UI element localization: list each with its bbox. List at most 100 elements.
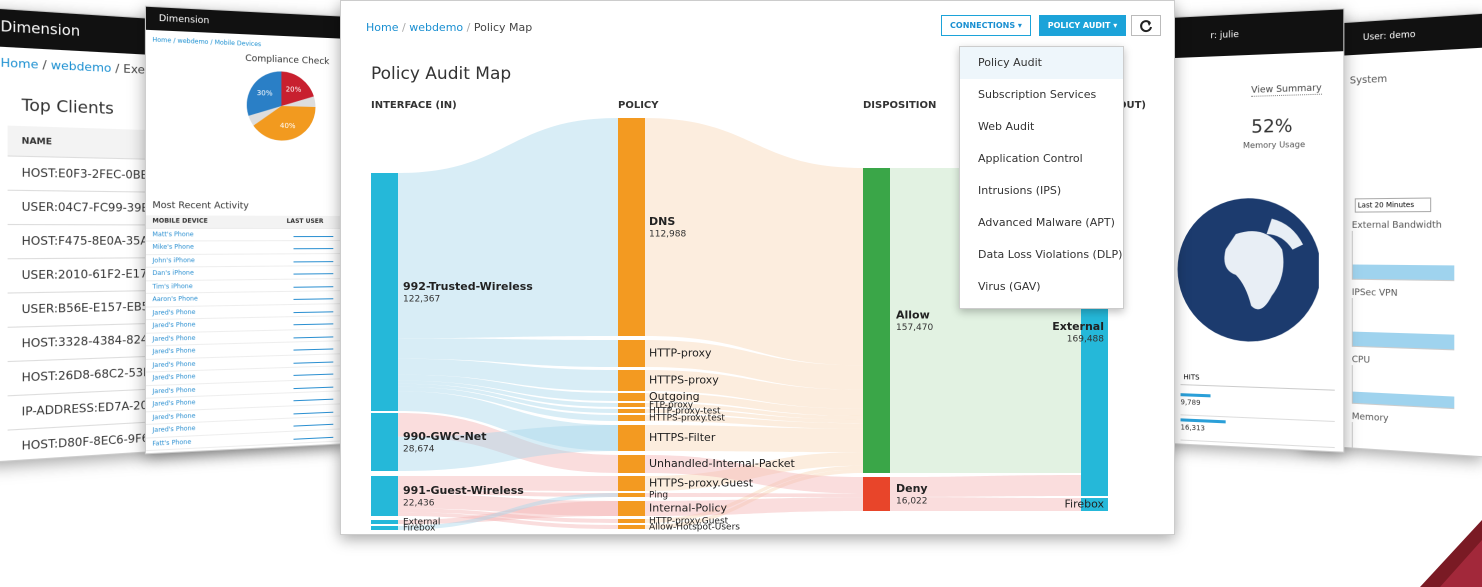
last-user-bar	[293, 270, 334, 275]
menu-item[interactable]: Intrusions (IPS)	[978, 184, 1062, 197]
column-header: DISPOSITION	[863, 100, 936, 111]
col: LAST USER	[286, 217, 324, 225]
menu-item[interactable]: Subscription Services	[978, 88, 1097, 101]
flow	[398, 338, 618, 367]
dispositions-value: 16,022	[896, 497, 928, 507]
crumb-link[interactable]: webdemo	[50, 58, 112, 76]
last-user-bar	[293, 282, 334, 288]
outputs-node	[1081, 498, 1108, 511]
flow	[398, 490, 618, 497]
column-header: MOBILE DEVICE LAST USER	[145, 215, 350, 229]
policies-label: DNS	[649, 215, 675, 228]
policies-node	[618, 425, 645, 451]
pie-label: 30%	[257, 88, 273, 98]
policies-node	[618, 403, 645, 407]
flow	[644, 452, 863, 491]
policies-label: HTTP-proxy-test	[649, 407, 721, 417]
last-user-bar	[293, 345, 334, 351]
user: r: julie	[1150, 9, 1344, 59]
device: Jared's Phone	[152, 398, 196, 408]
policy-audit-button[interactable]: POLICY AUDIT ▾	[1039, 15, 1126, 36]
section-chart	[1351, 422, 1455, 458]
menu-item[interactable]: Virus (GAV)	[978, 280, 1041, 293]
column-header: POLICY	[618, 100, 659, 111]
policies-node	[618, 501, 645, 516]
interfaces-label: Firebox	[403, 524, 436, 534]
last-user-bar	[293, 320, 334, 326]
policies-label: HTTPS-proxy.test	[649, 414, 725, 424]
device: Jared's Phone	[152, 321, 196, 330]
flow	[398, 494, 618, 516]
section-chart	[1351, 230, 1455, 282]
outputs-value: 169,488	[1067, 335, 1104, 345]
device: Jerry's Android	[152, 451, 198, 455]
pie-chart: 30% 20% 40%	[246, 70, 316, 142]
policies-label: HTTP-proxy.Guest	[649, 517, 729, 527]
hit-value: 9,789	[1180, 398, 1201, 408]
dispositions-label: Deny	[896, 482, 928, 495]
device: Jared's Phone	[152, 385, 196, 395]
menu-item[interactable]: Data Loss Violations (DLP)	[978, 248, 1123, 261]
link[interactable]: View Summary	[1251, 83, 1322, 97]
outputs-label: External	[1052, 320, 1104, 333]
flow	[644, 497, 863, 516]
policies-label: FTP-proxy	[649, 401, 694, 411]
policies-label: Allow-Hotspot-Users	[649, 523, 740, 533]
sep: /	[42, 57, 47, 73]
range-select[interactable]: Last 20 Minutes	[1354, 197, 1432, 213]
flow	[398, 508, 618, 523]
device: Jared's Phone	[152, 308, 196, 317]
pie-label: 20%	[286, 84, 302, 94]
policies-node	[618, 409, 645, 413]
connections-button[interactable]: CONNECTIONS ▾	[941, 15, 1031, 36]
refresh-button[interactable]	[1131, 15, 1161, 36]
interfaces-node	[371, 526, 398, 530]
flow	[398, 118, 618, 339]
dispositions-node	[863, 477, 890, 511]
policies-label: Outgoing	[649, 390, 700, 403]
flow	[889, 475, 1081, 497]
device-row: Matt's Phone	[145, 228, 350, 242]
sep: /	[401, 21, 406, 34]
flow	[398, 425, 618, 471]
crumb-link[interactable]: Home	[0, 55, 39, 72]
crumb-link[interactable]: Home	[366, 21, 399, 34]
hits-list: 9,789 16,313 1,480	[1180, 390, 1335, 453]
pie-label: 40%	[280, 121, 296, 130]
flow	[398, 413, 618, 473]
menu-item[interactable]: Web Audit	[978, 120, 1035, 133]
policies-node	[618, 455, 645, 473]
interfaces-label: 991-Guest-Wireless	[403, 484, 524, 497]
heading: Most Recent Activity	[152, 200, 249, 212]
page-title: Policy Audit Map	[371, 64, 512, 84]
menu-item[interactable]: Advanced Malware (APT)	[978, 216, 1115, 229]
device: Jared's Phone	[152, 373, 196, 382]
flow	[644, 455, 863, 494]
flow	[644, 493, 863, 498]
menu-item[interactable]: Policy Audit	[960, 47, 1123, 79]
policies-label: HTTPS-proxy.Guest	[649, 477, 754, 490]
policies-node	[618, 118, 645, 336]
last-user-bar	[293, 232, 334, 237]
interfaces-node	[371, 413, 398, 471]
crumb-link[interactable]: webdemo	[409, 21, 464, 34]
hit-row: 9,789	[1180, 393, 1335, 423]
flow	[644, 370, 863, 409]
menu-item[interactable]: Application Control	[978, 152, 1083, 165]
flow	[398, 476, 618, 491]
flow	[398, 380, 618, 407]
hit-value: 1,480	[1181, 449, 1201, 453]
last-user-bar	[293, 245, 334, 250]
last-user-bar	[293, 370, 334, 376]
device: Dan's iPhone	[152, 269, 194, 278]
flow	[644, 469, 863, 529]
policies-label: Unhandled-Internal-Packet	[649, 457, 796, 470]
policies-label: HTTPS-Filter	[649, 431, 716, 444]
last-user-bar	[293, 395, 334, 402]
device: Matt's Phone	[152, 230, 194, 238]
flow	[644, 425, 863, 453]
corner-decoration	[1420, 520, 1482, 587]
flow	[398, 383, 618, 413]
last-user-bar	[293, 383, 334, 389]
